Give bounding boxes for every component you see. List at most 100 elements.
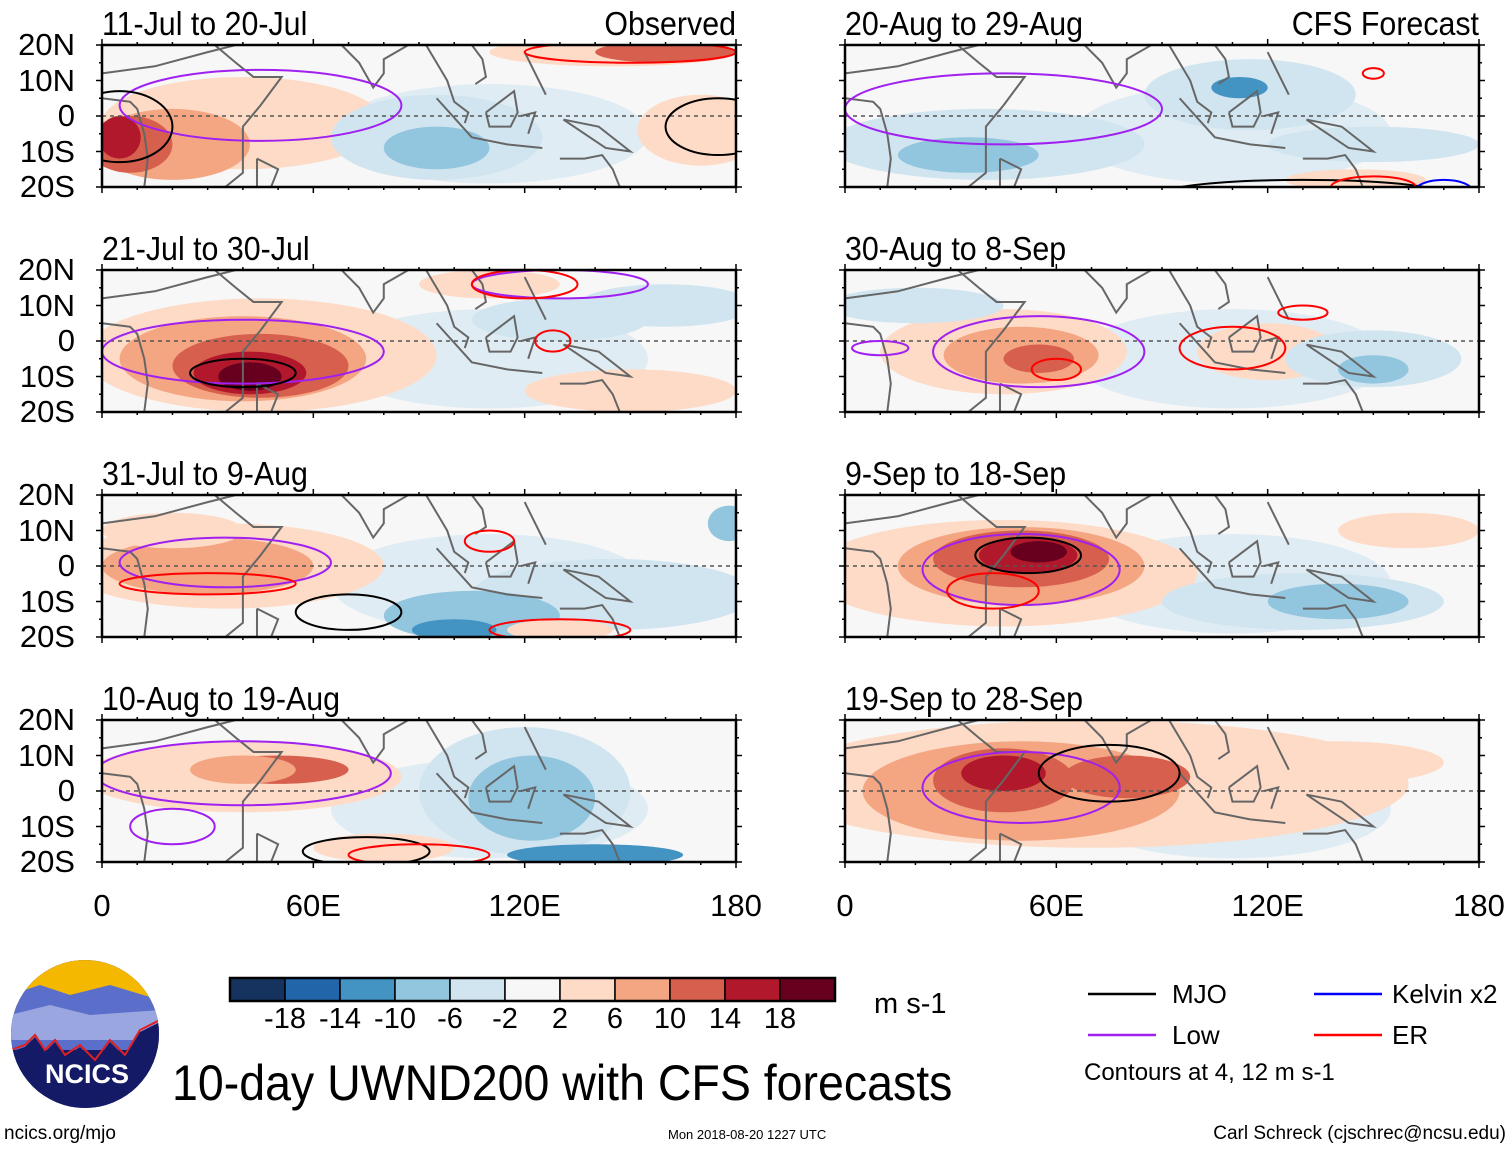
- footer-timestamp: Mon 2018-08-20 1227 UTC: [668, 1127, 827, 1142]
- coastline: [484, 539, 519, 578]
- coastline: [471, 720, 488, 760]
- coastline: [845, 495, 980, 525]
- coastline: [1083, 495, 1152, 540]
- coastline: [102, 547, 149, 637]
- coastline: [1178, 322, 1286, 374]
- legend-label-low: Low: [1172, 1020, 1220, 1050]
- filtered-contour: [118, 536, 332, 589]
- coastline: [998, 157, 1023, 187]
- coastline: [214, 45, 284, 187]
- coastline: [998, 382, 1023, 412]
- lat-label: 20S: [19, 619, 75, 654]
- lon-label: 0: [836, 888, 854, 923]
- filtered-contour: [1030, 357, 1082, 382]
- coastline: [340, 45, 409, 90]
- map-panel: [96, 714, 742, 868]
- coastline: [1305, 793, 1377, 829]
- wind-anomaly-shading: [1267, 126, 1479, 163]
- filtered-contour: [488, 618, 632, 637]
- lon-label: 60E: [1028, 888, 1084, 923]
- coastline: [102, 720, 237, 750]
- panel-title: 21-Jul to 30-Jul: [102, 230, 310, 267]
- lat-label: 10N: [18, 62, 75, 98]
- filtered-contour: [845, 72, 1163, 146]
- ncics-logo[interactable]: NCICS: [10, 960, 160, 1110]
- wind-anomaly-shading: [845, 287, 1004, 324]
- lat-label: 10S: [19, 808, 75, 844]
- colorbar-swatch: [339, 977, 396, 1002]
- lat-label: 0: [57, 773, 75, 808]
- coastline: [559, 603, 621, 637]
- coastline: [1214, 720, 1231, 760]
- wind-anomaly-shading: [102, 116, 141, 159]
- panel-title: 10-Aug to 19-Aug: [102, 680, 340, 717]
- wind-anomaly-shading: [707, 505, 736, 542]
- coastline: [520, 111, 537, 135]
- panel-title: 20-Aug to 29-Aug: [845, 5, 1083, 42]
- coastline: [435, 772, 543, 824]
- coastline: [559, 378, 621, 412]
- coastline: [845, 270, 980, 300]
- map-panel: [839, 714, 1485, 868]
- wind-anomaly-shading: [507, 844, 684, 862]
- filtered-contour: [946, 572, 1040, 610]
- filtered-contour: [1277, 304, 1329, 321]
- filtered-contour: [974, 536, 1082, 575]
- coastline: [255, 607, 280, 637]
- colorbar-swatch: [724, 977, 781, 1002]
- coastline: [102, 45, 237, 75]
- coastline: [1266, 501, 1290, 546]
- panel-tag: CFS Forecast: [1291, 5, 1479, 42]
- coastline: [214, 270, 284, 412]
- colorbar-swatch: [284, 977, 341, 1002]
- coastline: [214, 720, 284, 862]
- coastline: [425, 495, 470, 574]
- coastline: [957, 720, 1027, 862]
- map-panel: [96, 264, 742, 418]
- coastline: [435, 547, 543, 599]
- lat-label: 20N: [18, 702, 75, 737]
- coastline: [435, 322, 543, 374]
- coastline: [255, 382, 280, 412]
- colorbar-label: 10: [653, 1003, 687, 1035]
- coastline: [845, 322, 892, 412]
- filtered-contour: [1415, 178, 1472, 187]
- coastline: [1178, 547, 1286, 599]
- wind-anomaly-shading: [1063, 755, 1191, 799]
- lat-label: 10N: [18, 287, 75, 323]
- coastline: [523, 276, 547, 321]
- coastline: [340, 495, 409, 540]
- coastline: [1214, 45, 1231, 85]
- lat-label: 10S: [19, 133, 75, 169]
- map-panel: [96, 489, 742, 643]
- coastline: [957, 495, 1027, 637]
- wind-anomaly-shading: [1232, 741, 1444, 784]
- coastline: [845, 547, 892, 637]
- coastline: [1263, 561, 1280, 585]
- coastline: [435, 97, 543, 149]
- wind-anomaly-shading: [897, 137, 1039, 173]
- coastline: [520, 561, 537, 585]
- colorbar-swatch: [669, 977, 726, 1002]
- colorbar-swatch: [779, 977, 836, 1002]
- coastline: [1168, 495, 1213, 574]
- coastline: [1263, 786, 1280, 810]
- wind-anomaly-shading: [411, 619, 497, 637]
- coastline: [471, 45, 488, 85]
- colorbar-swatch: [559, 977, 616, 1002]
- coastline: [1168, 720, 1213, 799]
- coastline: [845, 97, 892, 187]
- coastline: [957, 270, 1027, 412]
- coastline: [998, 832, 1023, 862]
- wind-anomaly-shading: [1211, 76, 1268, 99]
- lat-label: 10N: [18, 737, 75, 773]
- colorbar-swatch: [394, 977, 451, 1002]
- filtered-contour: [129, 807, 216, 846]
- wind-anomaly-shading: [524, 369, 736, 412]
- filtered-contour: [189, 357, 297, 389]
- colorbar-swatch: [614, 977, 671, 1002]
- coastline: [1083, 720, 1152, 765]
- logo-text: NCICS: [45, 1059, 129, 1089]
- coastline: [425, 45, 470, 124]
- wind-anomaly-shading: [1338, 512, 1479, 549]
